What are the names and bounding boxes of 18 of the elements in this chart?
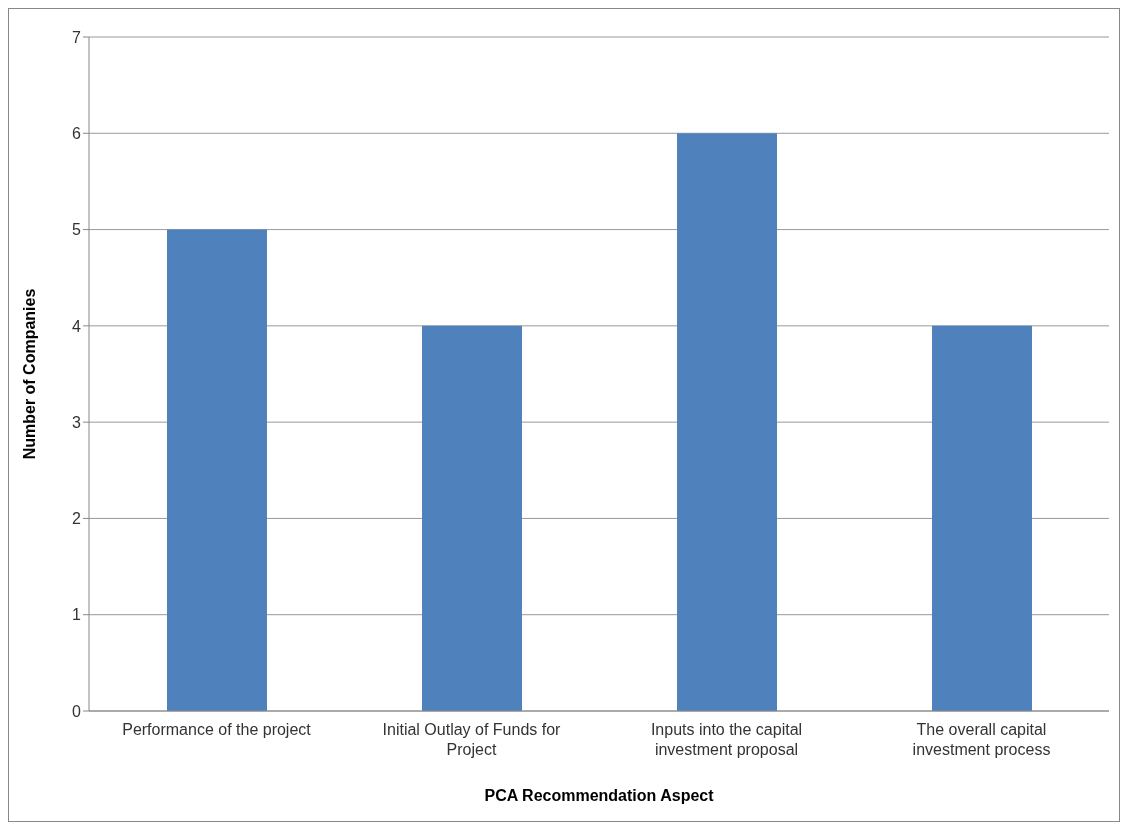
x-tick-label: Inputs into the capital investment proposal	[650, 721, 803, 758]
bar	[167, 229, 267, 711]
y-tick-label: 7	[72, 28, 82, 46]
x-tick-label: Initial Outlay of Funds for Project	[382, 721, 562, 758]
x-tick-label: Performance of the project	[122, 721, 312, 738]
x-axis-title: PCA Recommendation Aspect	[484, 787, 715, 804]
bar	[677, 133, 777, 711]
y-tick-label: 0	[72, 702, 82, 720]
y-tick-label: 1	[72, 606, 82, 624]
y-tick-label: 6	[72, 124, 82, 142]
y-axis-title: Number of Companies	[20, 288, 38, 460]
y-tick-label: 2	[72, 510, 82, 528]
y-tick-label: 3	[72, 413, 82, 431]
bar	[932, 325, 1032, 711]
y-tick-label: 5	[72, 221, 82, 239]
y-tick-label: 4	[72, 317, 82, 335]
x-tick-label: The overall capital investment process	[912, 721, 1051, 758]
bar	[422, 325, 522, 711]
